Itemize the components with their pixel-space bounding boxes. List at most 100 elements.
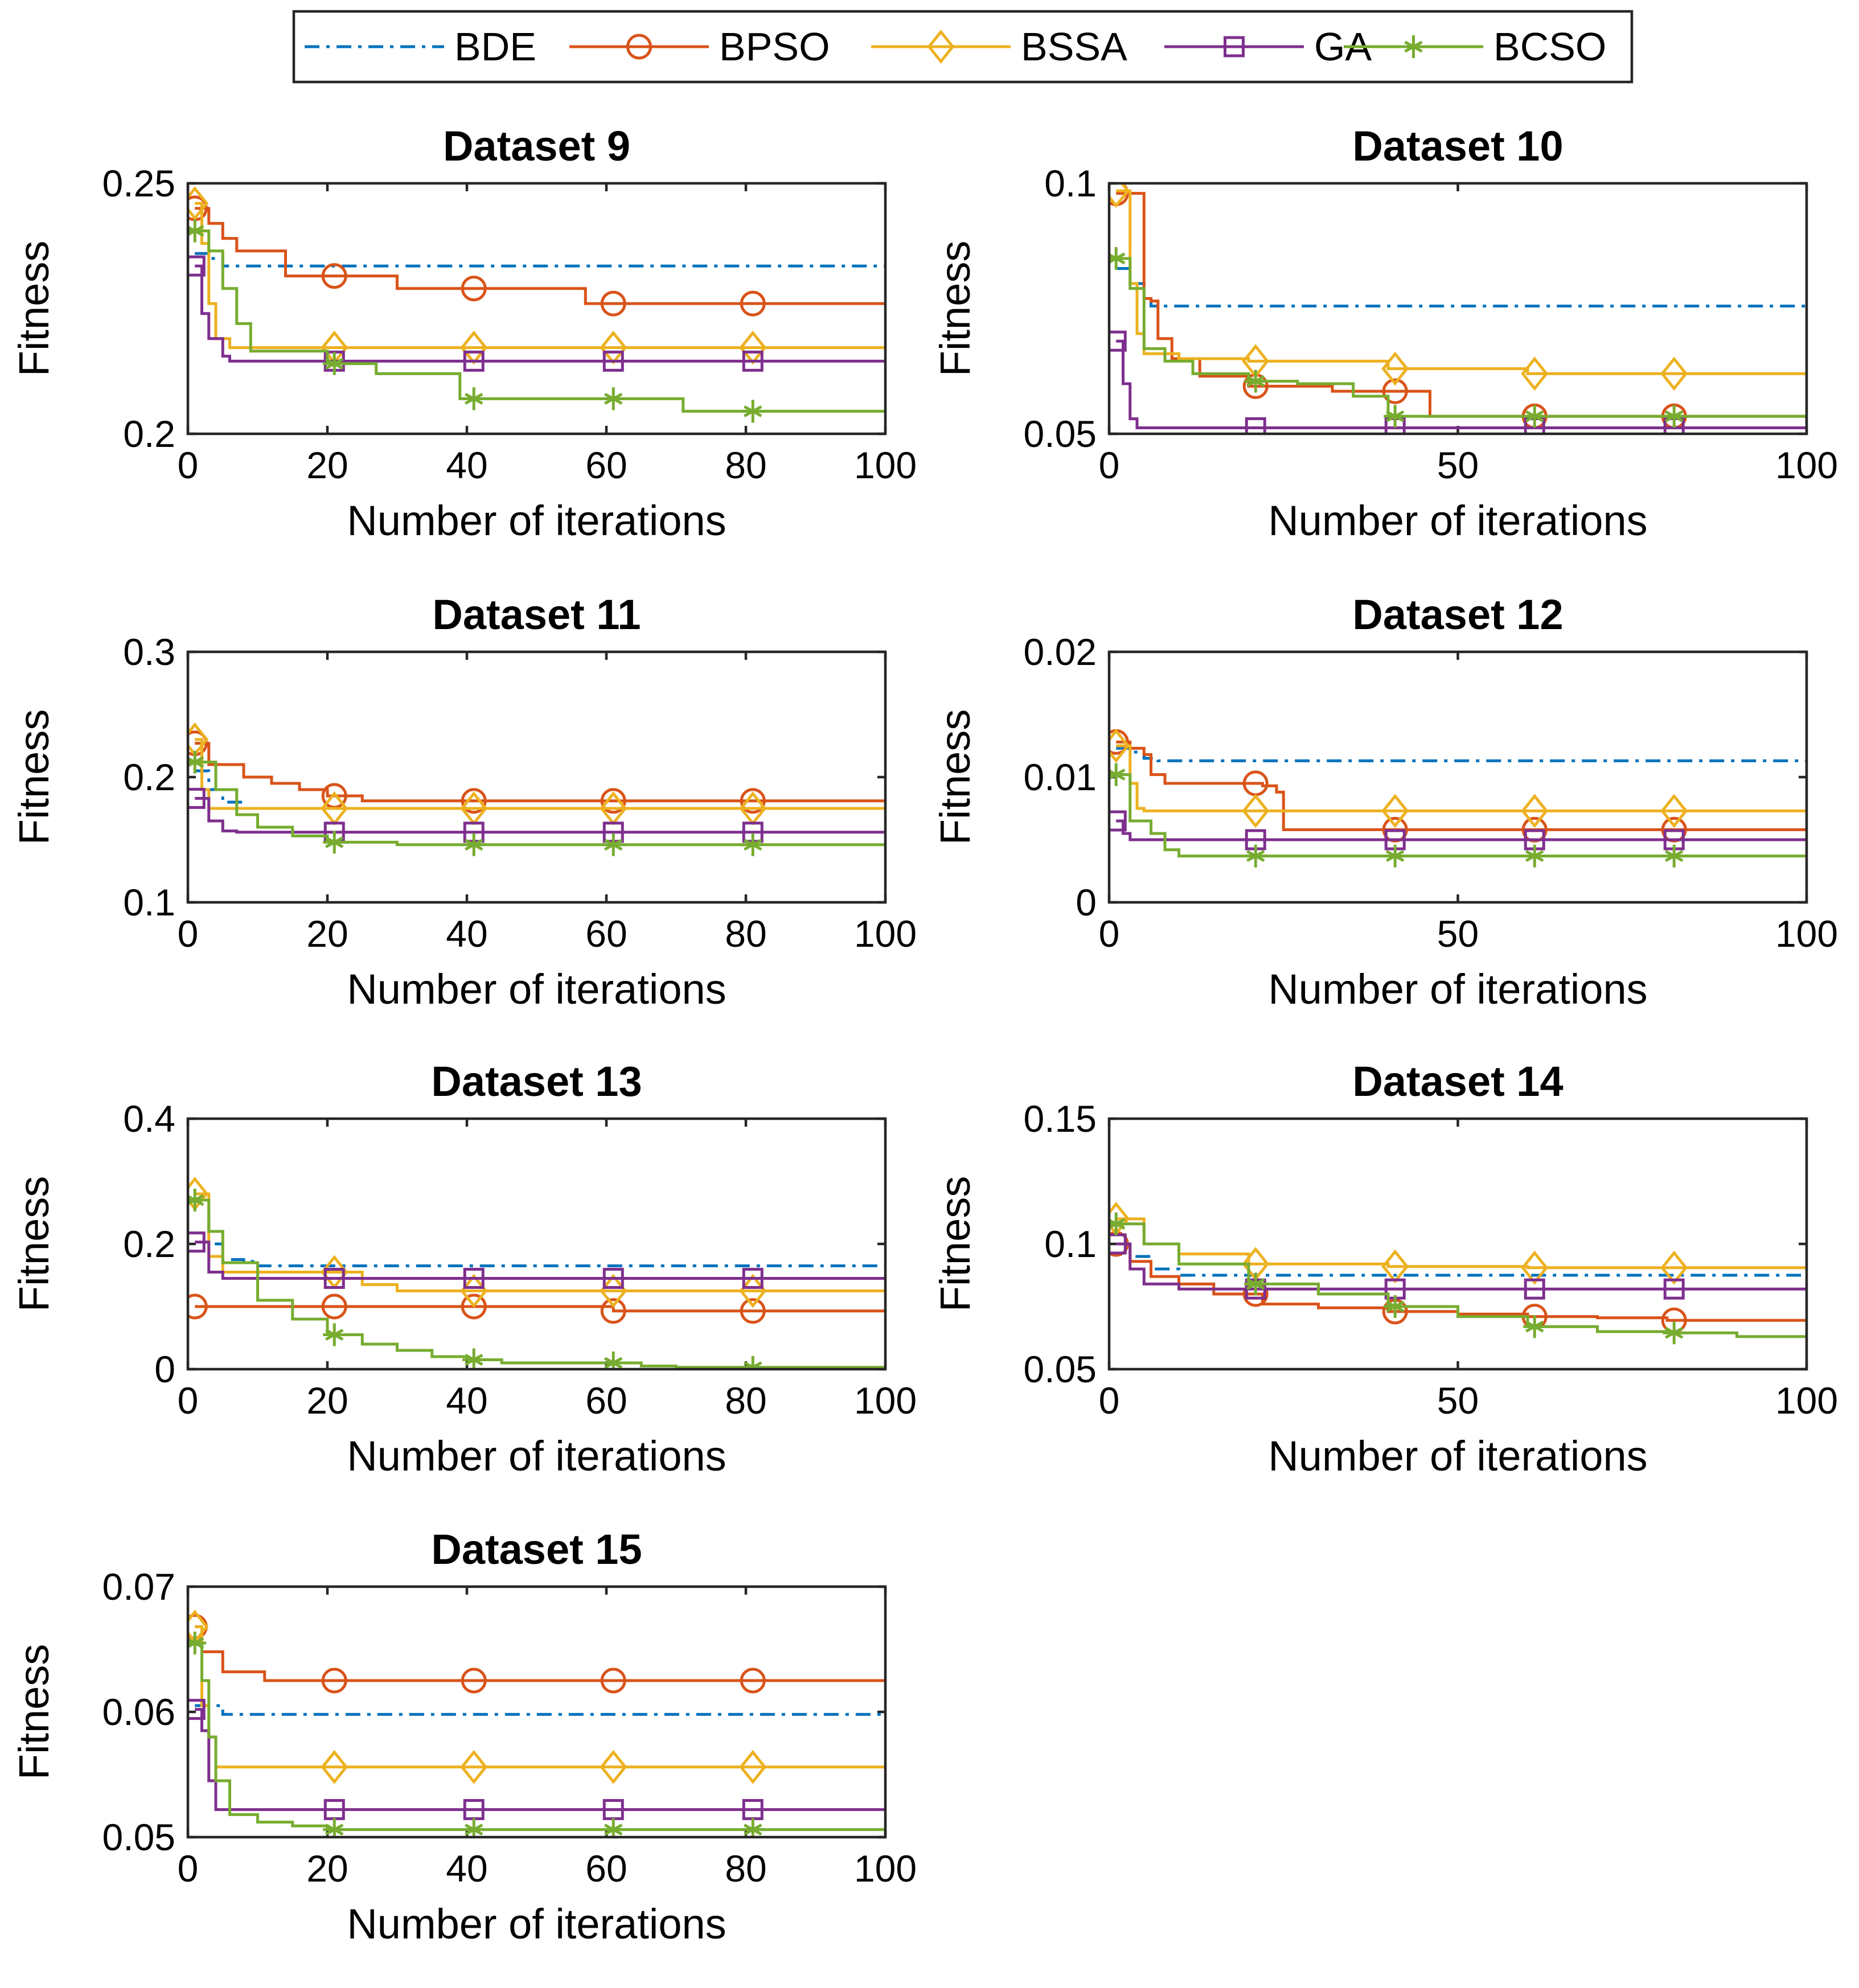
series-line-ga [195,1241,885,1280]
axes-frame [1107,1117,1808,1371]
marker-ga [463,1268,485,1289]
series-line-ga [195,796,885,834]
y-tick-label: 0.07 [102,1566,175,1608]
legend-marker-bpso [626,34,652,60]
panel-dataset-10: Dataset 10 0 50 100 0.05 0.1 Number of iterati… [931,122,1838,544]
marker-bssa [1381,794,1409,828]
legend-entry-bssa: BSSA [871,24,1127,69]
series-bpso [188,730,885,814]
y-axis-label: Fitness [10,709,58,845]
series-bcso [1109,1212,1807,1345]
panel-dataset-14: Dataset 14 0 50 100 0.05 0.1 0.15 Number of ite… [931,1058,1838,1480]
marker-bcso [1523,1315,1546,1338]
x-tick-label: 100 [1775,444,1838,486]
marker-bpso [321,1293,347,1320]
marker-bcso [602,1352,625,1369]
series-line-bssa [195,1192,885,1292]
x-tick-label: 100 [1775,1379,1838,1422]
x-tick-label: 60 [585,913,627,955]
plot-area [188,186,885,423]
series-bpso [188,195,885,317]
x-tick-label: 0 [1099,1379,1120,1422]
series-line-bssa [195,202,885,350]
series-bssa [1109,1201,1807,1285]
panel-title: Dataset 12 [1352,591,1563,638]
marker-bssa [1242,794,1270,828]
series-line-bde [1116,1242,1807,1277]
marker-bcso [741,1356,765,1369]
series-line-bssa [1116,189,1807,375]
x-tick-label: 20 [306,1847,348,1890]
x-tick-label: 100 [854,444,917,486]
plot-area [1109,1201,1807,1345]
marker-bpso [321,263,347,289]
marker-ga [1663,1278,1685,1300]
x-tick-label: 0 [178,444,199,486]
marker-bcso [1523,405,1546,428]
marker-ga [1245,417,1266,434]
marker-bcso [1384,405,1407,428]
x-tick-label: 0 [178,1847,199,1890]
legend-entry-bpso: BPSO [569,24,830,69]
legend-entry-bcso: BCSO [1344,24,1606,69]
series-ga [188,255,885,372]
y-tick-label: 0.15 [1024,1098,1097,1140]
series-bcso [1109,763,1807,868]
series-ga [1109,330,1807,434]
series-line-bcso [195,229,885,413]
series-line-ga [195,264,885,363]
legend-label-bde: BDE [454,24,536,69]
legend: BDE BPSO BSSA GA BCSO [292,10,1634,84]
panel-dataset-13: Dataset 13 0 20 40 60 80 100 0 0.2 0.4 Number of i… [10,1058,917,1480]
x-tick-label: 20 [306,913,348,955]
series-line-bpso [1116,740,1807,831]
x-tick-label: 0 [1099,444,1120,486]
y-tick-label: 0.4 [123,1098,175,1140]
x-tick-label: 100 [854,1847,917,1890]
marker-bcso [602,833,625,856]
panel-title: Dataset 9 [443,122,630,170]
marker-bcso [462,387,486,410]
marker-bcso [1384,844,1407,868]
marker-ga [188,787,206,809]
axes-frame [186,1117,887,1371]
series-bcso [188,1189,885,1369]
marker-bcso [1663,1321,1686,1345]
series-line-bpso [195,207,885,305]
plot-area [1109,183,1807,434]
series-line-bpso [195,1305,885,1313]
marker-bcso [1244,1272,1267,1296]
x-tick-label: 80 [725,1379,766,1422]
axes-frame [1107,182,1808,436]
series-bssa [188,1609,885,1784]
marker-bssa [321,1749,348,1784]
series-bcso [188,1632,885,1837]
series-line-bcso [1116,773,1807,858]
panel-dataset-12: Dataset 12 0 50 100 0 0.01 0.02 Number of itera… [931,591,1838,1013]
x-tick-label: 50 [1437,1379,1479,1422]
marker-bcso [323,831,346,854]
x-tick-label: 100 [854,913,917,955]
marker-bcso [188,750,207,774]
marker-bpso [740,1298,766,1324]
series-line-bpso [195,742,885,803]
marker-bcso [188,219,207,243]
marker-ga [1109,330,1127,352]
marker-bpso [740,290,766,317]
series-line-bde [195,252,885,268]
marker-bpso [600,788,626,814]
series-bcso [188,219,885,423]
panel-title: Dataset 15 [431,1526,642,1573]
axes-frame [186,182,887,436]
y-tick-label: 0.02 [1024,631,1097,673]
marker-bcso [1109,1212,1128,1235]
marker-bcso [462,833,486,856]
legend-entry-bde: BDE [305,24,536,69]
y-axis-label: Fitness [10,241,58,377]
x-tick-label: 60 [585,1379,627,1422]
series-line-bpso [195,1625,885,1682]
legend-marker-ga [1224,36,1245,57]
marker-bcso [1663,844,1686,868]
marker-bssa [1109,183,1130,208]
series-bssa [1109,183,1807,391]
